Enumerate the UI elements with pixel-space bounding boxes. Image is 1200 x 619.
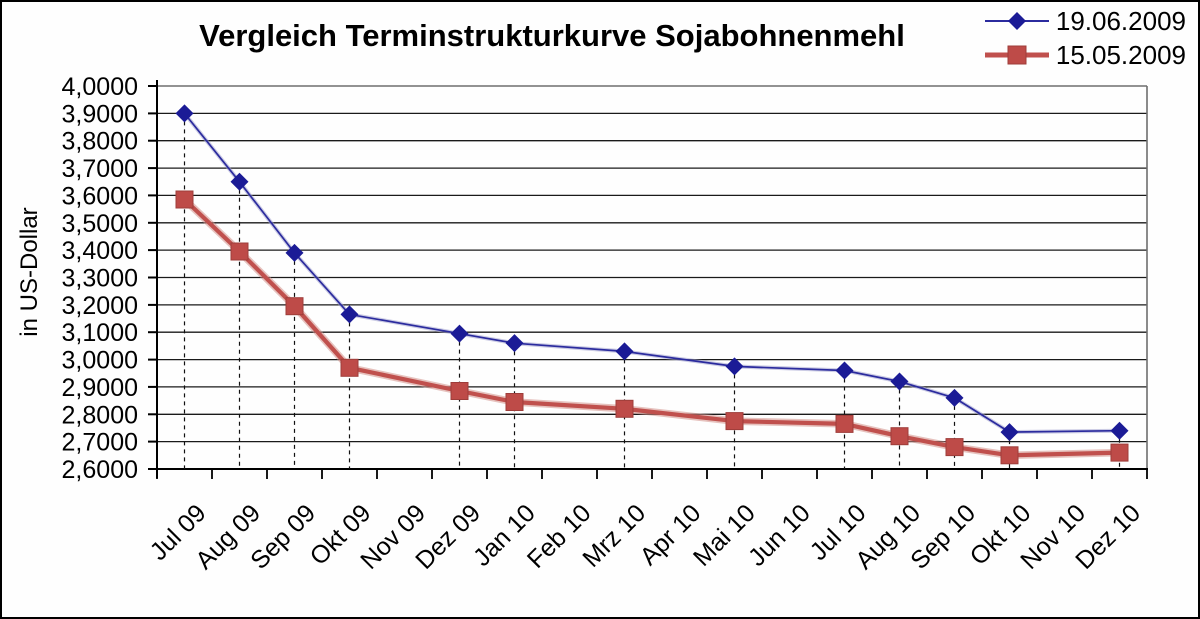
data-point-marker xyxy=(890,372,909,391)
data-point-marker xyxy=(1110,421,1129,440)
data-point-marker xyxy=(835,361,854,380)
y-axis-tick-label: 3,2000 xyxy=(62,292,138,320)
data-point-marker xyxy=(230,242,249,261)
chart-title: Vergleich Terminstrukturkurve Sojabohnen… xyxy=(199,18,905,53)
y-axis-tick-label: 3,6000 xyxy=(62,182,138,210)
legend-label: 15.05.2009 xyxy=(1055,39,1186,70)
data-point-marker xyxy=(505,334,524,353)
y-axis-tick-label: 2,6000 xyxy=(62,456,138,484)
data-point-marker xyxy=(175,104,194,123)
data-point-marker xyxy=(1000,446,1019,465)
legend-item-15-05-2009: 15.05.2009 xyxy=(984,40,1186,70)
data-point-marker xyxy=(340,358,359,377)
y-axis-tick-label: 2,9000 xyxy=(62,374,138,402)
y-axis-tick-label: 3,1000 xyxy=(62,319,138,347)
y-axis-tick-label: 3,3000 xyxy=(62,265,138,293)
data-point-marker xyxy=(450,382,469,400)
data-point-marker xyxy=(230,172,249,191)
series-line xyxy=(183,197,1120,458)
legend-item-19-06-2009: 19.06.2009 xyxy=(984,6,1186,36)
series-line-halo xyxy=(182,112,1120,435)
series-line-halo xyxy=(181,196,1120,460)
data-point-marker xyxy=(450,324,469,343)
data-point-marker xyxy=(1110,443,1129,462)
data-point-marker xyxy=(945,438,964,457)
data-point-marker xyxy=(945,388,964,407)
y-axis-tick-label: 3,4000 xyxy=(62,237,138,265)
data-point-marker xyxy=(615,342,634,361)
data-point-marker xyxy=(835,414,854,433)
y-axis-tick-label: 3,0000 xyxy=(62,347,138,375)
legend: 19.06.2009 15.05.2009 xyxy=(984,6,1186,70)
data-point-marker xyxy=(725,412,744,431)
data-point-marker xyxy=(505,393,524,411)
data-point-marker xyxy=(285,297,304,316)
y-axis-tick-label: 2,8000 xyxy=(62,401,138,429)
diamond-marker-icon xyxy=(984,12,1049,30)
y-axis-tick-label: 3,7000 xyxy=(62,155,138,183)
legend-label: 19.06.2009 xyxy=(1055,5,1186,36)
y-axis-tick-label: 2,7000 xyxy=(62,429,138,457)
y-axis-tick-label: 3,8000 xyxy=(62,128,138,156)
data-point-marker xyxy=(1000,423,1019,442)
data-point-marker xyxy=(175,190,194,209)
data-point-marker xyxy=(285,243,304,262)
data-point-marker xyxy=(340,305,359,324)
data-point-marker xyxy=(890,427,909,446)
data-point-marker xyxy=(725,357,744,376)
data-point-marker xyxy=(615,399,634,418)
y-axis-tick-label: 3,5000 xyxy=(62,210,138,238)
y-axis-tick-label: 3,9000 xyxy=(62,100,138,128)
y-axis-tick-label: 4,0000 xyxy=(62,73,138,101)
series-line xyxy=(183,112,1120,433)
square-marker-icon xyxy=(984,45,1049,65)
